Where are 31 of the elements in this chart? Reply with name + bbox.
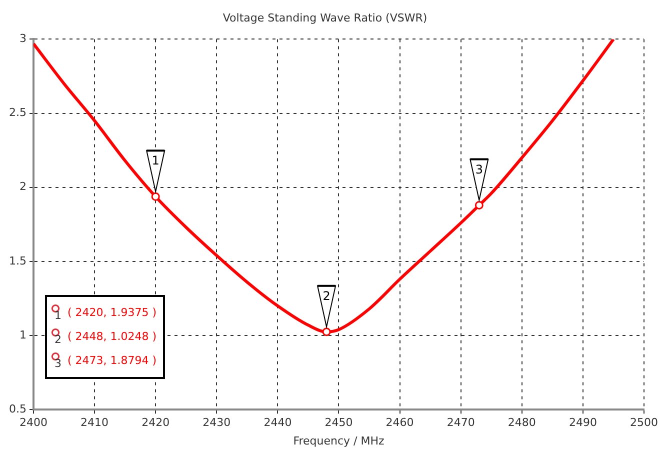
point	[151, 192, 160, 201]
annotation: ( 2473, 1.8794 )	[67, 352, 157, 369]
annotation: 1	[152, 154, 160, 168]
x-tick-label: 2430	[202, 416, 231, 430]
x-tick-label: 2410	[80, 416, 109, 430]
point	[474, 200, 484, 210]
x-tick-label: 2420	[142, 416, 170, 430]
x-tick-label: 2490	[568, 416, 597, 430]
annotation: ( 2448, 1.0248 )	[67, 328, 157, 345]
point	[322, 328, 331, 336]
y-tick-label: 3	[19, 32, 26, 46]
text: 2	[54, 332, 62, 346]
x-tick-label: 2400	[19, 416, 48, 430]
text: 3	[54, 356, 62, 370]
x-tick-label: 2450	[324, 416, 353, 430]
x-tick-label: 2460	[386, 416, 414, 430]
y-tick-label: 2.5	[8, 106, 26, 120]
y-tick-label: 1.5	[8, 254, 26, 268]
annotation: 2	[322, 288, 330, 303]
y-tick-label: 2	[19, 180, 26, 194]
chart-title: Voltage Standing Wave Ratio (VSWR)	[222, 11, 428, 24]
y-tick-label: 0.5	[8, 402, 26, 416]
annotation: ( 2420, 1.9375 )	[67, 304, 157, 321]
x-axis-title: Frequency / MHz	[293, 434, 385, 448]
text: 1	[54, 308, 62, 322]
x-tick-label: 2480	[508, 416, 536, 430]
annotation: 3	[475, 162, 483, 176]
x-tick-label: 2500	[630, 416, 658, 430]
x-tick-label: 2470	[446, 416, 475, 430]
x-tick-label: 2440	[264, 416, 292, 430]
y-tick-label: 1	[19, 328, 26, 342]
